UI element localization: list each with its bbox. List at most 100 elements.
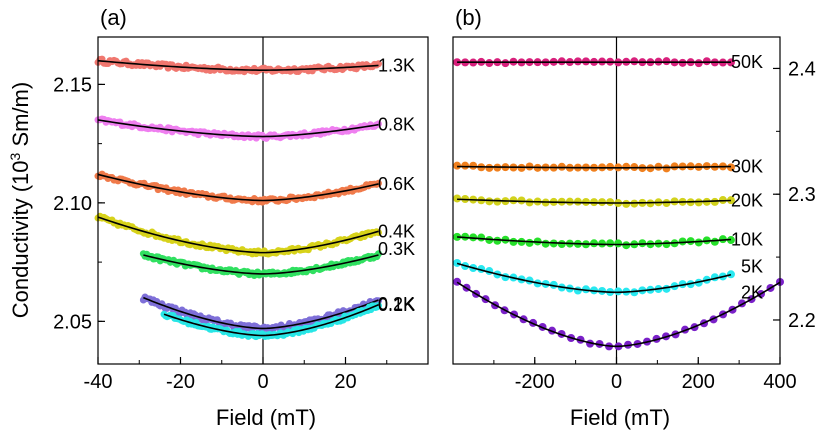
data-point (622, 199, 631, 208)
data-point (686, 162, 695, 171)
series-30K (453, 161, 735, 173)
data-point (598, 198, 607, 207)
data-point (573, 286, 582, 295)
data-point (630, 57, 639, 66)
data-point (375, 229, 382, 237)
data-point (541, 239, 550, 248)
panel-b-axes: 50K 30K 20K 10K 5K 2K -200 0 200 400 2.2 2.3 2.4 (452, 52, 816, 393)
data-point (525, 162, 534, 171)
data-point (614, 239, 623, 248)
data-point (485, 197, 494, 206)
panel-b: (b) 50K 30K 20K 10K 5K 2K -200 0 200 400 2.2 2.3 2.4… (452, 5, 816, 430)
x-tick-label: 400 (763, 371, 796, 393)
data-point (662, 164, 671, 173)
series-label-50K: 50K (731, 52, 763, 72)
fit-line (457, 198, 731, 204)
data-point (694, 198, 703, 207)
x-tick-label: 0 (257, 371, 268, 393)
y-tick-label: 2.15 (53, 74, 92, 96)
y-tick-label: 2.3 (788, 184, 816, 206)
series-label-30K: 30K (731, 157, 763, 177)
data-point (501, 59, 510, 68)
data-point (557, 57, 566, 66)
data-point (590, 239, 599, 248)
fit-line (97, 119, 379, 138)
data-point (509, 196, 518, 205)
y-axis-title-unit: Sm/m) (8, 82, 33, 153)
data-point (670, 162, 679, 171)
data-point (622, 241, 631, 250)
y-tick-label: 2.4 (788, 58, 816, 80)
series-label-5K: 5K (741, 257, 763, 277)
panel-b-marks (453, 37, 784, 364)
fit-line (143, 254, 379, 275)
x-tick-label: -40 (84, 371, 113, 393)
series-0.6K (94, 170, 382, 206)
fit-line (456, 281, 781, 348)
data-point (477, 233, 486, 242)
series-0.3K (139, 250, 382, 280)
data-point (525, 238, 534, 247)
data-point (557, 239, 566, 248)
data-point (453, 258, 462, 267)
data-point (662, 57, 671, 66)
x-tick-label: 200 (682, 371, 715, 393)
fit-line (143, 296, 379, 330)
data-point (622, 162, 631, 171)
series-1.3K (94, 55, 382, 76)
data-point (598, 239, 607, 248)
data-point (469, 233, 478, 242)
series-10K (453, 232, 735, 250)
data-point (485, 59, 494, 68)
y-axis-title-superscript: 3 (7, 152, 23, 160)
data-point (726, 196, 735, 205)
data-point (493, 236, 502, 245)
data-point (461, 161, 470, 170)
data-point (485, 163, 494, 172)
series-2K (453, 277, 784, 351)
fit-line (97, 173, 379, 202)
y-tick-label: 2.05 (53, 311, 92, 333)
data-point (573, 197, 582, 206)
series-label-0.8K: 0.8K (378, 115, 415, 135)
series-0.1K (160, 301, 382, 341)
data-point (694, 238, 703, 247)
data-point (694, 59, 703, 68)
data-point (517, 196, 526, 205)
series-50K (453, 57, 735, 68)
data-point (614, 287, 623, 296)
data-point (581, 285, 590, 294)
x-tick-label: -200 (515, 371, 555, 393)
panel-b-label: (b) (455, 5, 482, 30)
data-point (678, 237, 687, 246)
data-point (453, 194, 462, 203)
data-point (702, 162, 711, 171)
panel-a-axes: 1.3K 0.8K 0.6K 0.4K0.3K 0.2K0.1K -40 -20 0 20 2.0… (53, 55, 429, 393)
series-label-0.1K: 0.1K (378, 295, 415, 315)
data-point (606, 239, 615, 248)
fit-line (163, 304, 379, 337)
data-point (509, 237, 518, 246)
series-20K (453, 194, 735, 208)
data-point (565, 197, 574, 206)
series-label-0.6K: 0.6K (378, 174, 415, 194)
data-point (718, 235, 727, 244)
data-point (525, 198, 534, 207)
y-axis-title-main: Conductivity (10 (8, 160, 33, 318)
data-point (710, 197, 719, 206)
series-label-1.3K: 1.3K (378, 55, 415, 75)
panel-b-x-axis-title: Field (mT) (570, 405, 670, 430)
series-label-0.4K: 0.4K (378, 221, 415, 241)
fit-line (456, 262, 732, 294)
data-point (453, 161, 462, 170)
data-point (662, 240, 671, 249)
fit-line (97, 59, 379, 71)
data-point (606, 162, 615, 171)
data-point (453, 232, 462, 241)
data-point (710, 237, 719, 246)
series-label-0.3K: 0.3K (378, 239, 415, 259)
data-point (469, 161, 478, 170)
series-0.8K (94, 115, 382, 142)
data-point (726, 270, 735, 279)
